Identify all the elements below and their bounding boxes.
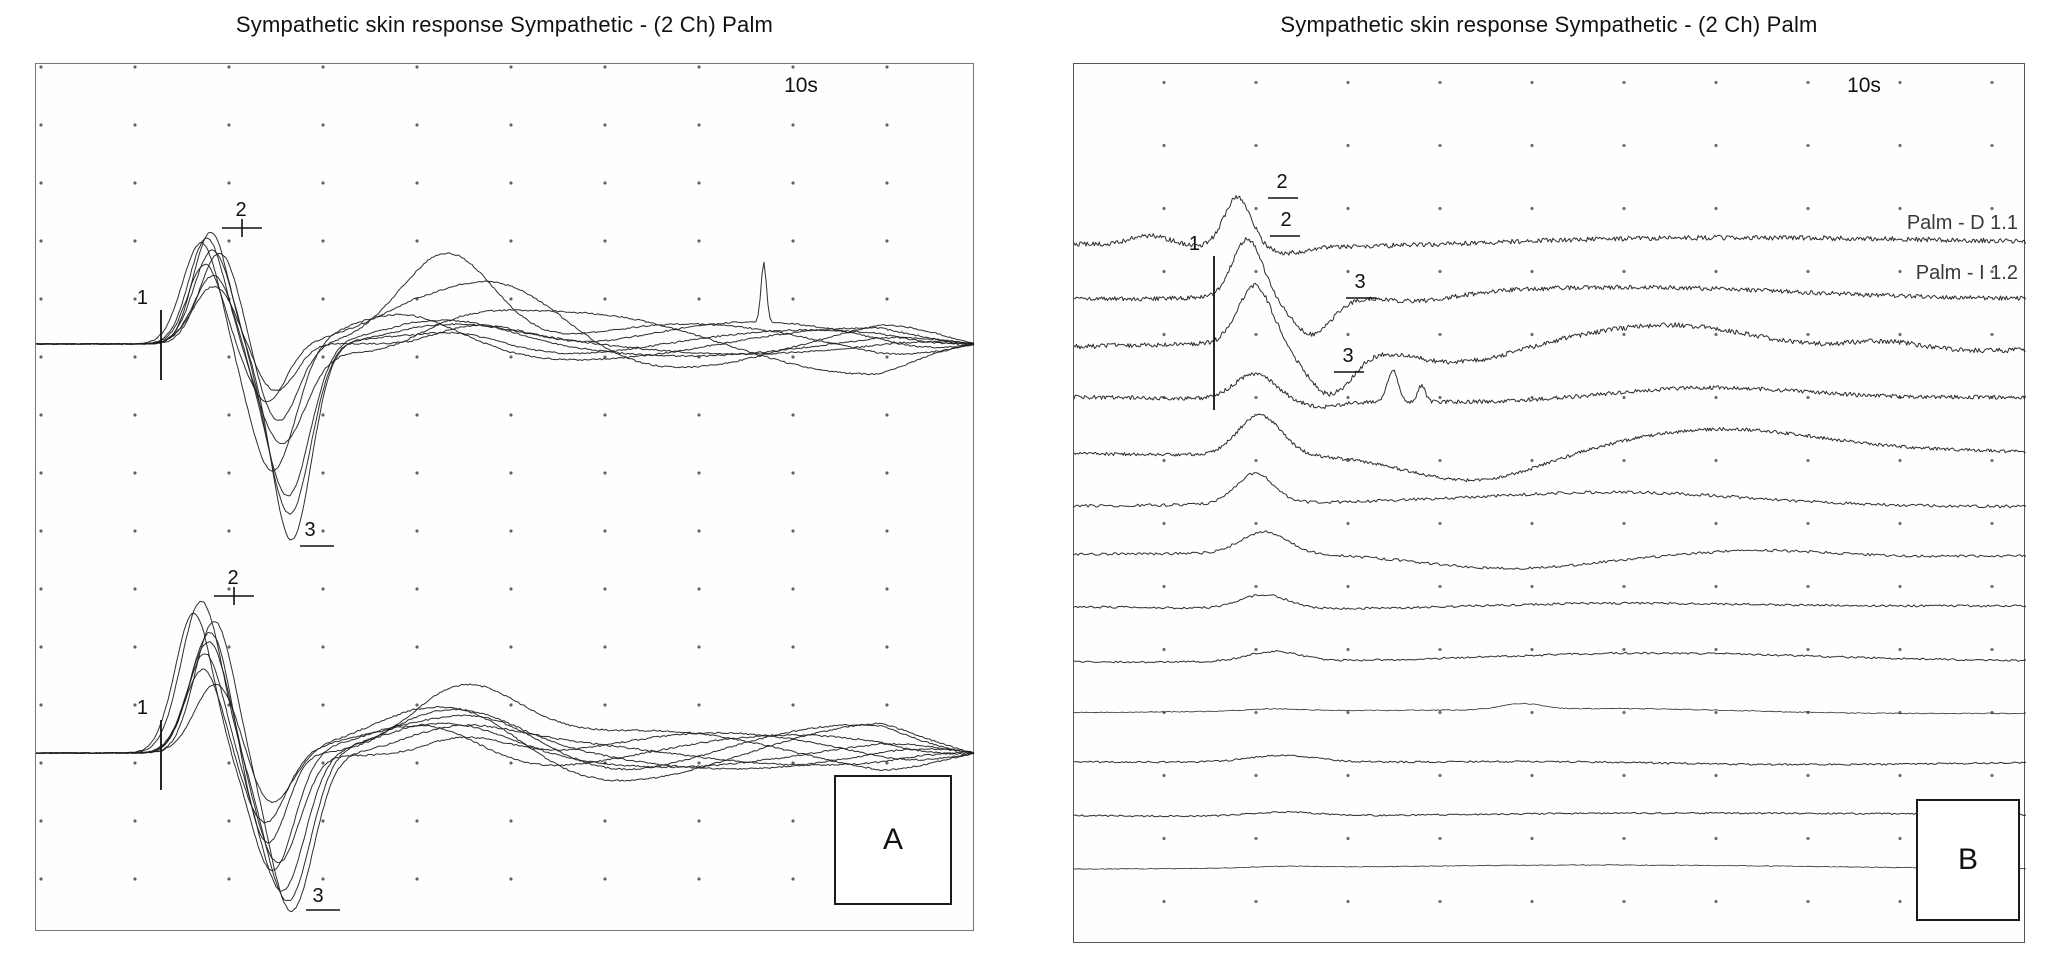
panel-a-letter: A [882,823,903,856]
panel-b-corner-box: B [1916,799,2020,921]
panel-a-waveforms: 1 2 3 1 2 3 [36,199,975,912]
svg-text:2: 2 [1276,171,1287,193]
svg-text:3: 3 [1354,271,1365,293]
panel-a-corner-box: A [834,775,952,905]
svg-text:1: 1 [137,697,148,719]
svg-text:2: 2 [235,199,246,221]
svg-text:2: 2 [1280,209,1291,231]
svg-text:3: 3 [1342,345,1353,367]
trace-label-palm-i: Palm - I 1.2 [1915,262,2018,284]
svg-text:1: 1 [1189,233,1200,255]
trace-label-palm-d: Palm - D 1.1 [1906,212,2018,234]
panel-b-title: Sympathetic skin response Sympathetic - … [1280,12,1818,37]
panel-a-title: Sympathetic skin response Sympathetic - … [235,12,774,37]
panel-b-waveforms: 1 2 2 3 3 [1074,171,2026,870]
panel-a-plot: 1 2 3 1 2 3 10s A [35,63,975,931]
svg-text:2: 2 [227,567,238,589]
svg-text:3: 3 [312,885,323,907]
svg-text:3: 3 [304,519,315,541]
panel-b-plot: 1 2 2 3 3 10s Palm - D 1.1 Palm - I 1.2 B [1073,63,2026,943]
panel-a-timescale-label: 10s [784,74,818,97]
panel-b-letter: B [1957,843,1978,876]
svg-text:1: 1 [137,287,148,309]
panel-b-timescale-label: 10s [1847,74,1881,97]
